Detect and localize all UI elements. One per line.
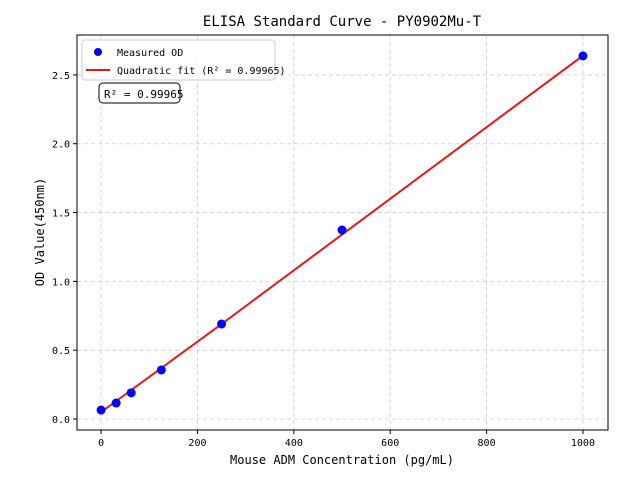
r2-text: R² = 0.99965 [104, 88, 183, 101]
y-tick-label: 2.5 [52, 71, 70, 82]
x-tick-label: 1000 [571, 438, 595, 449]
legend: Measured OD Quadratic fit (R² = 0.99965) [81, 39, 286, 81]
data-point [337, 225, 347, 235]
data-point [156, 365, 166, 375]
data-point [126, 388, 136, 398]
data-point [96, 405, 106, 415]
plot-frame [76, 34, 609, 431]
chart-title: ELISA Standard Curve - PY0902Mu-T [203, 14, 482, 30]
r2-annotation: R² = 0.99965 [98, 82, 183, 104]
data-point [111, 398, 121, 408]
legend-label-measured: Measured OD [117, 48, 183, 59]
x-tick-label: 400 [285, 438, 303, 449]
data-point [578, 51, 588, 61]
x-tick-label: 600 [381, 438, 399, 449]
legend-box [81, 39, 276, 81]
grid [77, 35, 608, 430]
r2-box [98, 82, 181, 104]
y-tick-label: 1.5 [52, 209, 70, 220]
fit-line-group [100, 54, 584, 413]
fit-line [100, 54, 584, 413]
ticks: 0 200 400 600 800 1000 0.0 0.5 1.0 1.5 2.0 2.5 [52, 71, 595, 449]
y-tick-label: 0.5 [52, 346, 70, 357]
y-tick-label: 1.0 [52, 277, 70, 288]
x-axis-label: Mouse ADM Concentration (pg/mL) [230, 453, 454, 467]
y-tick-label: 0.0 [52, 415, 70, 426]
y-axis-label: OD Value(450nm) [33, 178, 47, 286]
x-tick-label: 800 [478, 438, 496, 449]
data-point [217, 319, 227, 329]
legend-label-fit: Quadratic fit (R² = 0.99965) [117, 66, 286, 77]
legend-marker-measured [94, 48, 102, 56]
y-tick-label: 2.0 [52, 140, 70, 151]
x-tick-label: 0 [98, 438, 104, 449]
x-tick-label: 200 [188, 438, 206, 449]
points-group [96, 51, 588, 415]
